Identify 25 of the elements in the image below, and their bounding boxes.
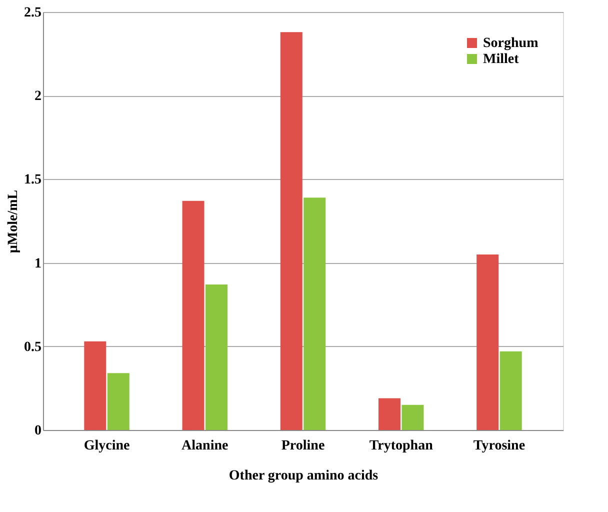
bar bbox=[107, 373, 130, 430]
bar bbox=[402, 404, 424, 430]
bar bbox=[378, 398, 400, 430]
bar bbox=[500, 351, 522, 430]
x-tick-label: Trytophan bbox=[369, 438, 434, 454]
x-tick-label: Glycine bbox=[84, 438, 130, 454]
y-tick-label: 1 bbox=[34, 256, 42, 272]
legend-label: Sorghum bbox=[483, 36, 539, 51]
y-tick-label: 2.5 bbox=[24, 6, 42, 20]
x-tick-label: Alanine bbox=[182, 438, 228, 454]
y-tick-label: 0 bbox=[34, 424, 42, 438]
bar bbox=[84, 341, 106, 430]
y-tick-label: 0.5 bbox=[24, 340, 42, 355]
bar bbox=[280, 32, 302, 430]
bar bbox=[182, 200, 204, 430]
bar bbox=[476, 254, 499, 430]
y-axis-title: µMole/mL bbox=[6, 190, 21, 254]
bar bbox=[304, 198, 326, 430]
y-tick-label: 2 bbox=[34, 89, 42, 104]
y-tick-label: 1.5 bbox=[24, 172, 42, 188]
x-tick-label: Proline bbox=[281, 438, 325, 454]
bar bbox=[206, 284, 228, 430]
x-axis-title: Other group amino acids bbox=[228, 468, 379, 484]
x-tick-label: Tyrosine bbox=[473, 438, 526, 454]
legend-label: Millet bbox=[483, 52, 520, 67]
